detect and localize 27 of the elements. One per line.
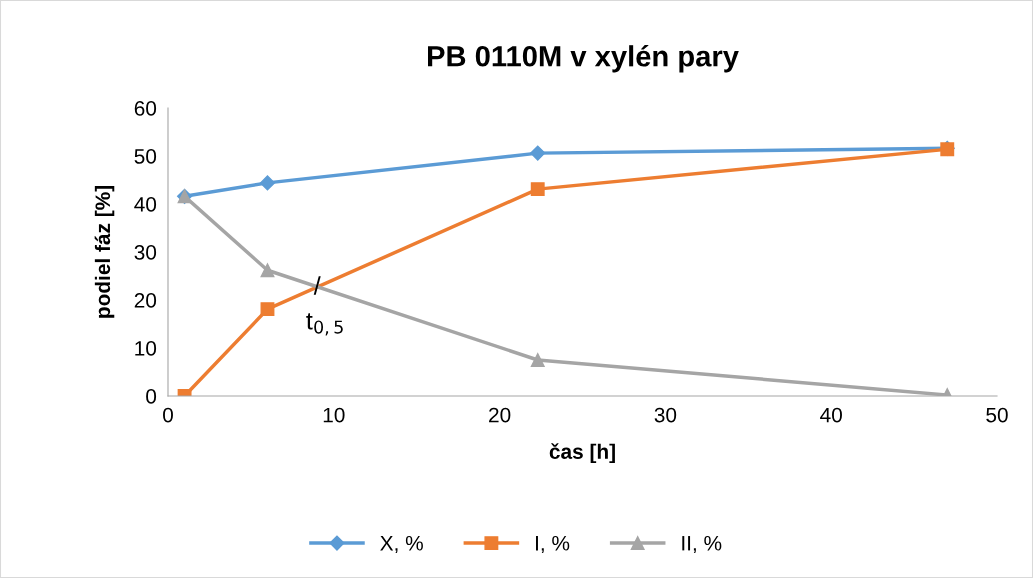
chart-title: PB 0110M v xylén pary	[428, 44, 739, 73]
y-tick-label: 50	[134, 149, 157, 164]
legend-label: II, %	[682, 535, 722, 554]
point	[530, 182, 545, 197]
point	[260, 263, 275, 278]
point	[530, 145, 546, 161]
point	[530, 353, 545, 367]
annotation: t$_{0,5}$	[306, 313, 343, 336]
point	[260, 302, 275, 317]
x-tick-label: 40	[820, 407, 842, 423]
y-tick-label: 0	[146, 389, 157, 404]
legend-label: X, %	[380, 535, 423, 554]
annotation: /	[313, 276, 321, 295]
y-tick-label: 30	[134, 245, 157, 260]
x-tick-label: 0	[163, 407, 173, 423]
point	[259, 175, 276, 191]
y-tick-label: 40	[134, 197, 157, 212]
x-tick-label: 10	[323, 407, 345, 423]
y-tick-label: 10	[135, 341, 157, 356]
x-tick-label: 20	[489, 407, 511, 423]
legend-label: I, %	[536, 535, 570, 554]
y-tick-label: 20	[134, 293, 157, 308]
x-axis-title: čas [h]	[549, 443, 615, 464]
y-axis-title: podiel fáz [%]	[94, 186, 115, 318]
x-tick-label: 30	[654, 407, 677, 423]
x-tick-label: 50	[986, 407, 1008, 423]
y-tick-label: 60	[134, 101, 157, 116]
